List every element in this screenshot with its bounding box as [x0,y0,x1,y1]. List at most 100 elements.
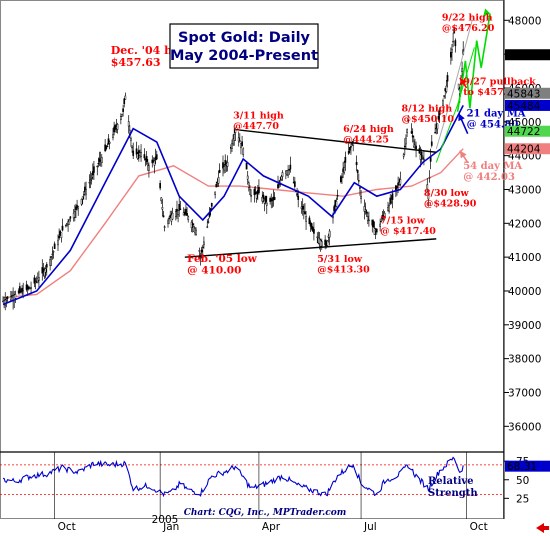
annotation-text: @ 410.00 [187,265,241,277]
price-bar-body [51,253,54,256]
price-bar-body [132,150,135,156]
price-bar-body [347,150,350,154]
price-tag-box [505,49,550,61]
price-bar-body [22,290,25,297]
price-bar-body [14,294,17,299]
price-bar-body [289,164,292,170]
y-tick-label: 42000 [508,218,541,230]
annotation-text: $457.63 [111,56,161,69]
price-bar-body [217,177,220,184]
price-bar-body [454,40,457,47]
projection [435,8,491,163]
price-bar-body [280,176,283,180]
price-bar-body [185,208,187,215]
title-box: Spot Gold: Daily May 2004-Present [169,23,319,69]
price-bar-body [222,162,224,169]
annotation-text: @$476.20 [442,23,495,34]
annotation-text: 6/24 high [343,124,394,135]
price-bar-body [430,141,433,146]
price-bar-body [443,95,445,97]
price-bar-body [333,206,335,212]
price-bar-body [437,115,440,120]
price-bar-body [373,228,376,235]
price-bar-body [451,48,453,53]
price-bar-body [389,197,392,204]
y-tick-label: 41000 [508,252,541,264]
price-bar-body [123,98,126,105]
y-tick-label: 37000 [508,387,541,399]
rs-line [2,456,464,498]
annotation-text: 5/31 low [317,254,363,265]
price-bar-body [241,141,243,147]
price-bar-body [453,28,456,34]
price-bar-body [288,169,291,171]
price-bar-body [199,256,202,259]
price-bar-body [372,220,375,228]
price-bar-body [442,100,444,107]
annotation-text: @$450.10 [401,114,454,125]
price-bar-body [407,119,410,122]
price-bar-body [379,223,381,227]
price-bar-body [438,109,441,116]
rs-value-label: 68.31 [507,461,537,473]
rs-label-line1: Relative [428,476,474,487]
price-bar-body [436,123,439,130]
scroll-left-arrow-icon[interactable] [536,523,549,533]
price-bar-body [155,154,158,160]
price-bar-body [261,196,264,202]
annotation-text: 21 day MA [467,109,526,120]
price-bar-body [77,206,80,209]
price-bar-body [421,157,424,159]
price-bar-body [237,137,240,142]
price-tag-label: 45843 [507,88,540,100]
price-bar-body [191,223,194,225]
price-bar-body [423,158,425,161]
price-bar-body [232,138,234,145]
ma54-line [2,148,464,299]
price-bar-body [190,222,193,228]
price-bar-body [415,145,417,150]
price-tag-label: 45484 [507,100,541,112]
price-bar-body [25,284,28,290]
price-bar-body [419,154,422,160]
price-bar-body [380,221,383,223]
price-bar-body [355,162,358,166]
y-tick-label: 40000 [508,286,541,298]
price-bar-body [427,192,430,200]
projection-path [456,13,491,112]
price-bar-body [388,205,390,212]
price-bar-body [210,203,213,207]
annotation-text: @$428.90 [424,199,477,210]
price-bar-body [238,140,241,143]
price-bar-body [93,166,95,173]
price-bar-body [450,51,452,58]
annotation-text: @ 454.80 [467,120,519,131]
price-bar-body [107,138,110,145]
price-bar-body [262,194,265,199]
price-bar-body [246,175,249,180]
price-bar-body [69,216,72,219]
price-bar-body [233,134,236,141]
price-bar-body [108,141,111,144]
annotation-text: 9/27 pullback [463,77,536,88]
price-bar-body [356,170,359,173]
price-bar-body [146,163,149,167]
price-bar-body [224,160,227,166]
price-bar-body [365,211,368,214]
price-bar-body [343,166,346,173]
price-bar-body [57,240,59,246]
price-bar-body [112,134,114,138]
price-bar-body [4,299,7,306]
price-bar-body [293,181,296,187]
price-bar-body [254,192,257,195]
resistance-trendline [235,128,437,153]
price-bar-body [335,200,338,207]
price-bar-body [160,197,163,202]
price-bar-body [320,241,323,247]
price-bar-body [301,205,304,210]
price-bar-body [396,185,398,189]
x-tick-label: Oct [470,521,488,533]
price-bar-body [203,241,205,246]
price-bar-body [10,296,12,301]
